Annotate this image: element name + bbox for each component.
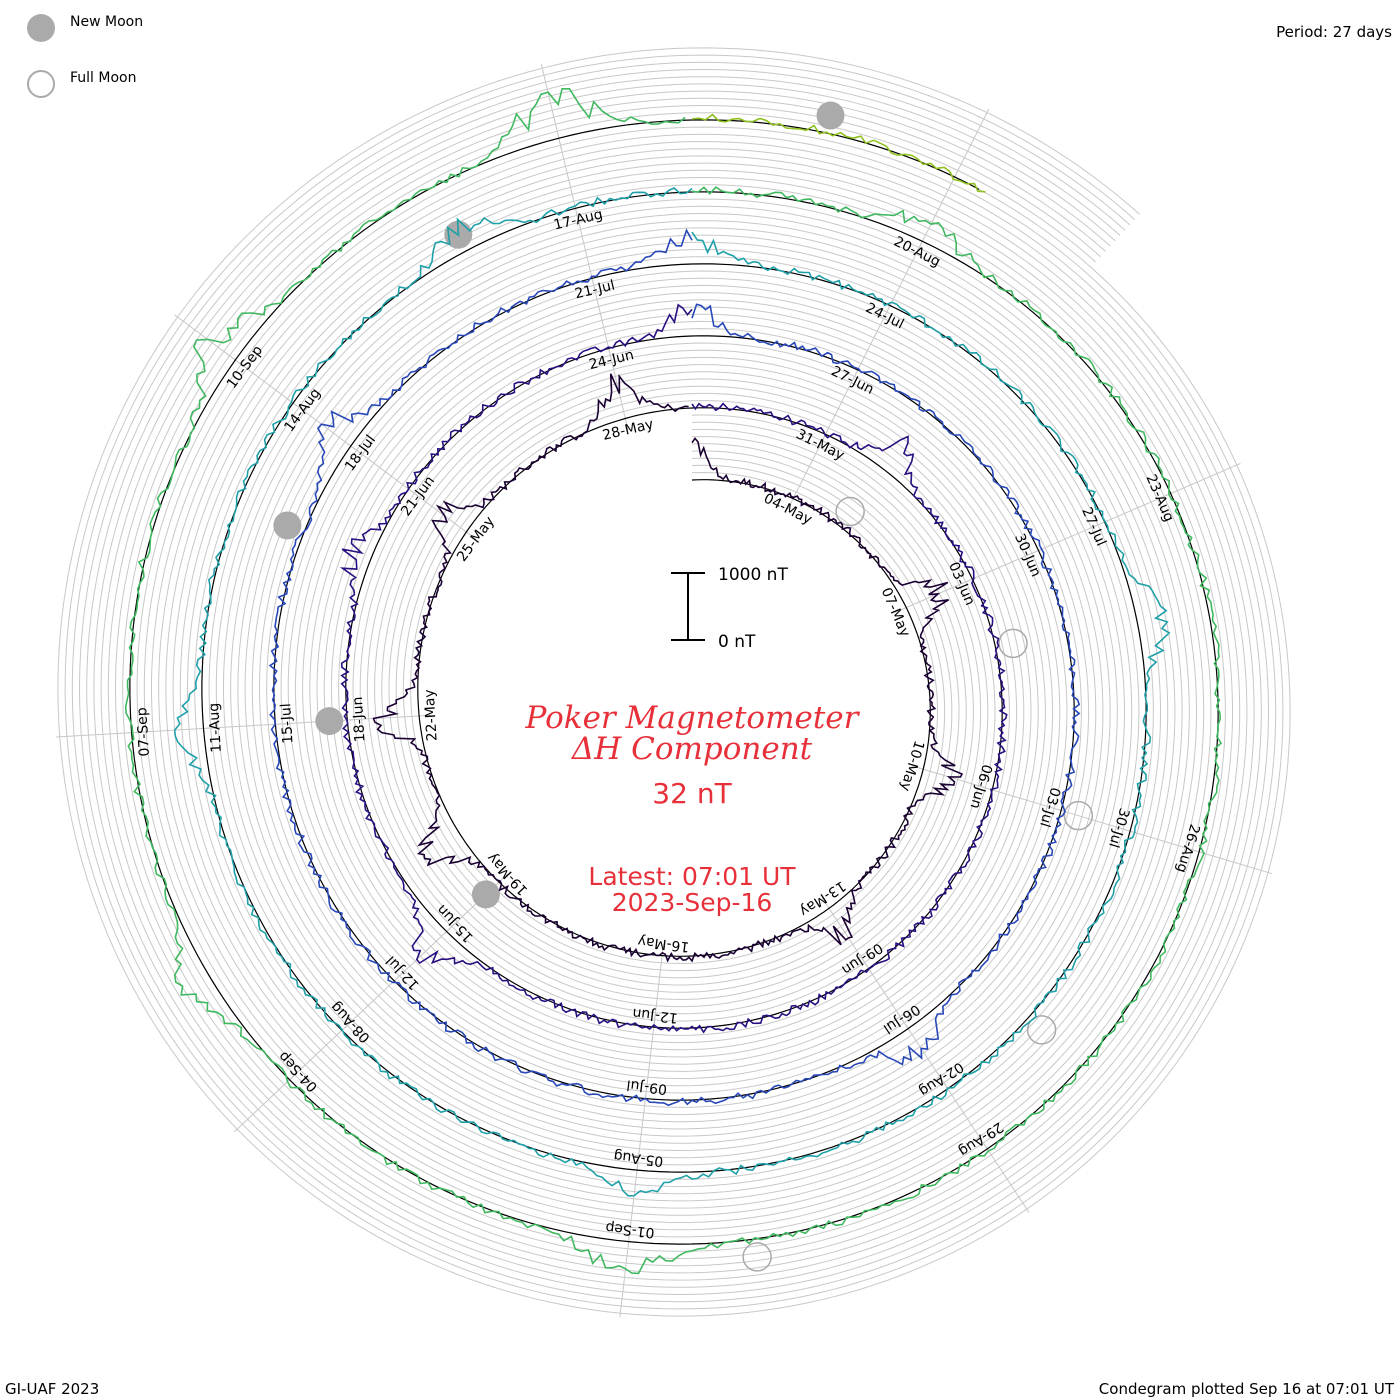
date-label: 15-Jul [278, 703, 296, 744]
date-label: 07-May [878, 585, 913, 639]
date-label: 16-May [637, 933, 690, 955]
grid-spoke [233, 1071, 299, 1133]
plotted-label: Condegram plotted Sep 16 at 07:01 UT [1098, 1380, 1394, 1398]
grid-ring [86, 76, 1262, 1288]
full-moon-marker [835, 496, 865, 527]
current-value: 32 nT [652, 777, 732, 810]
grid-ring [57, 47, 1291, 1317]
grid-spoke [948, 108, 990, 188]
latest-date: 2023-Sep-16 [612, 888, 773, 917]
date-label: 24-Jun [587, 347, 635, 373]
grid-ring [71, 61, 1277, 1303]
new-moon-marker [471, 880, 500, 909]
grid-ring [107, 97, 1241, 1267]
grid-spoke [980, 1138, 1030, 1213]
date-label: 27-Jun [828, 363, 876, 398]
grid-spoke [55, 731, 144, 738]
center-title: Poker Magnetometer ΔH Component 32 nT La… [525, 700, 861, 917]
period-label: Period: 27 days [1276, 23, 1392, 41]
baseline-spiral-path [129, 119, 1219, 1245]
scale-bar-bottom-label: 0 nT [718, 632, 756, 652]
credit-label: GI-UAF 2023 [5, 1380, 100, 1398]
date-label: 09-Jul [626, 1076, 668, 1097]
new-moon-marker [315, 707, 344, 736]
new-moon-marker [273, 511, 302, 540]
grid-spoke [540, 64, 563, 151]
date-label: 30-Jun [1011, 531, 1044, 579]
full-moon-marker [1026, 1015, 1057, 1045]
date-label: 28-May [601, 416, 655, 443]
title-line-2: ΔH Component [571, 731, 813, 767]
grid-spoke [174, 314, 246, 368]
date-label: 12-Jun [632, 1005, 679, 1026]
new-moon-marker [816, 101, 845, 130]
data-trace [173, 187, 1171, 1197]
grid-spoke [1187, 847, 1273, 875]
data-traces [124, 88, 1223, 1275]
grid-ring [122, 112, 1226, 1252]
date-label: 01-Sep [605, 1219, 656, 1241]
grid-ring [78, 68, 1270, 1296]
grid-ring [114, 104, 1233, 1260]
date-label: 22-May [422, 689, 441, 742]
date-label: 15-Jun [434, 901, 477, 945]
grid-spoke [1159, 462, 1241, 499]
full-moon-marker [998, 628, 1028, 659]
data-trace [372, 373, 964, 963]
latest-time: Latest: 07:01 UT [588, 862, 796, 891]
date-label: 10-May [897, 739, 927, 793]
title-line-1: Poker Magnetometer [525, 700, 861, 736]
full-moon-label: Full Moon [70, 70, 137, 86]
scale-bar: 1000 nT 0 nT [671, 565, 788, 652]
date-label: 25-May [454, 514, 498, 565]
data-trace [124, 88, 1223, 1275]
data-trace [691, 113, 986, 193]
grid-ring [100, 90, 1248, 1274]
date-label: 11-Aug [206, 702, 225, 753]
grid-ring [64, 54, 1284, 1310]
date-label: 05-Aug [613, 1147, 664, 1169]
scale-bar-top-label: 1000 nT [718, 565, 788, 585]
new-moon-label: New Moon [70, 14, 144, 30]
data-trace [268, 228, 1081, 1107]
date-label: 30-Jul [1105, 806, 1132, 849]
data-trace [339, 303, 1008, 1034]
full-moon-marker [742, 1242, 772, 1272]
baseline-spiral [129, 119, 1219, 1245]
new-moon-icon [27, 14, 55, 42]
full-moon-marker [1063, 800, 1094, 831]
date-label: 18-Jun [350, 696, 369, 742]
grid-rings [57, 47, 1291, 1317]
grid-spoke [619, 1229, 631, 1318]
date-label: 07-Sep [134, 707, 153, 757]
full-moon-icon [27, 70, 55, 98]
